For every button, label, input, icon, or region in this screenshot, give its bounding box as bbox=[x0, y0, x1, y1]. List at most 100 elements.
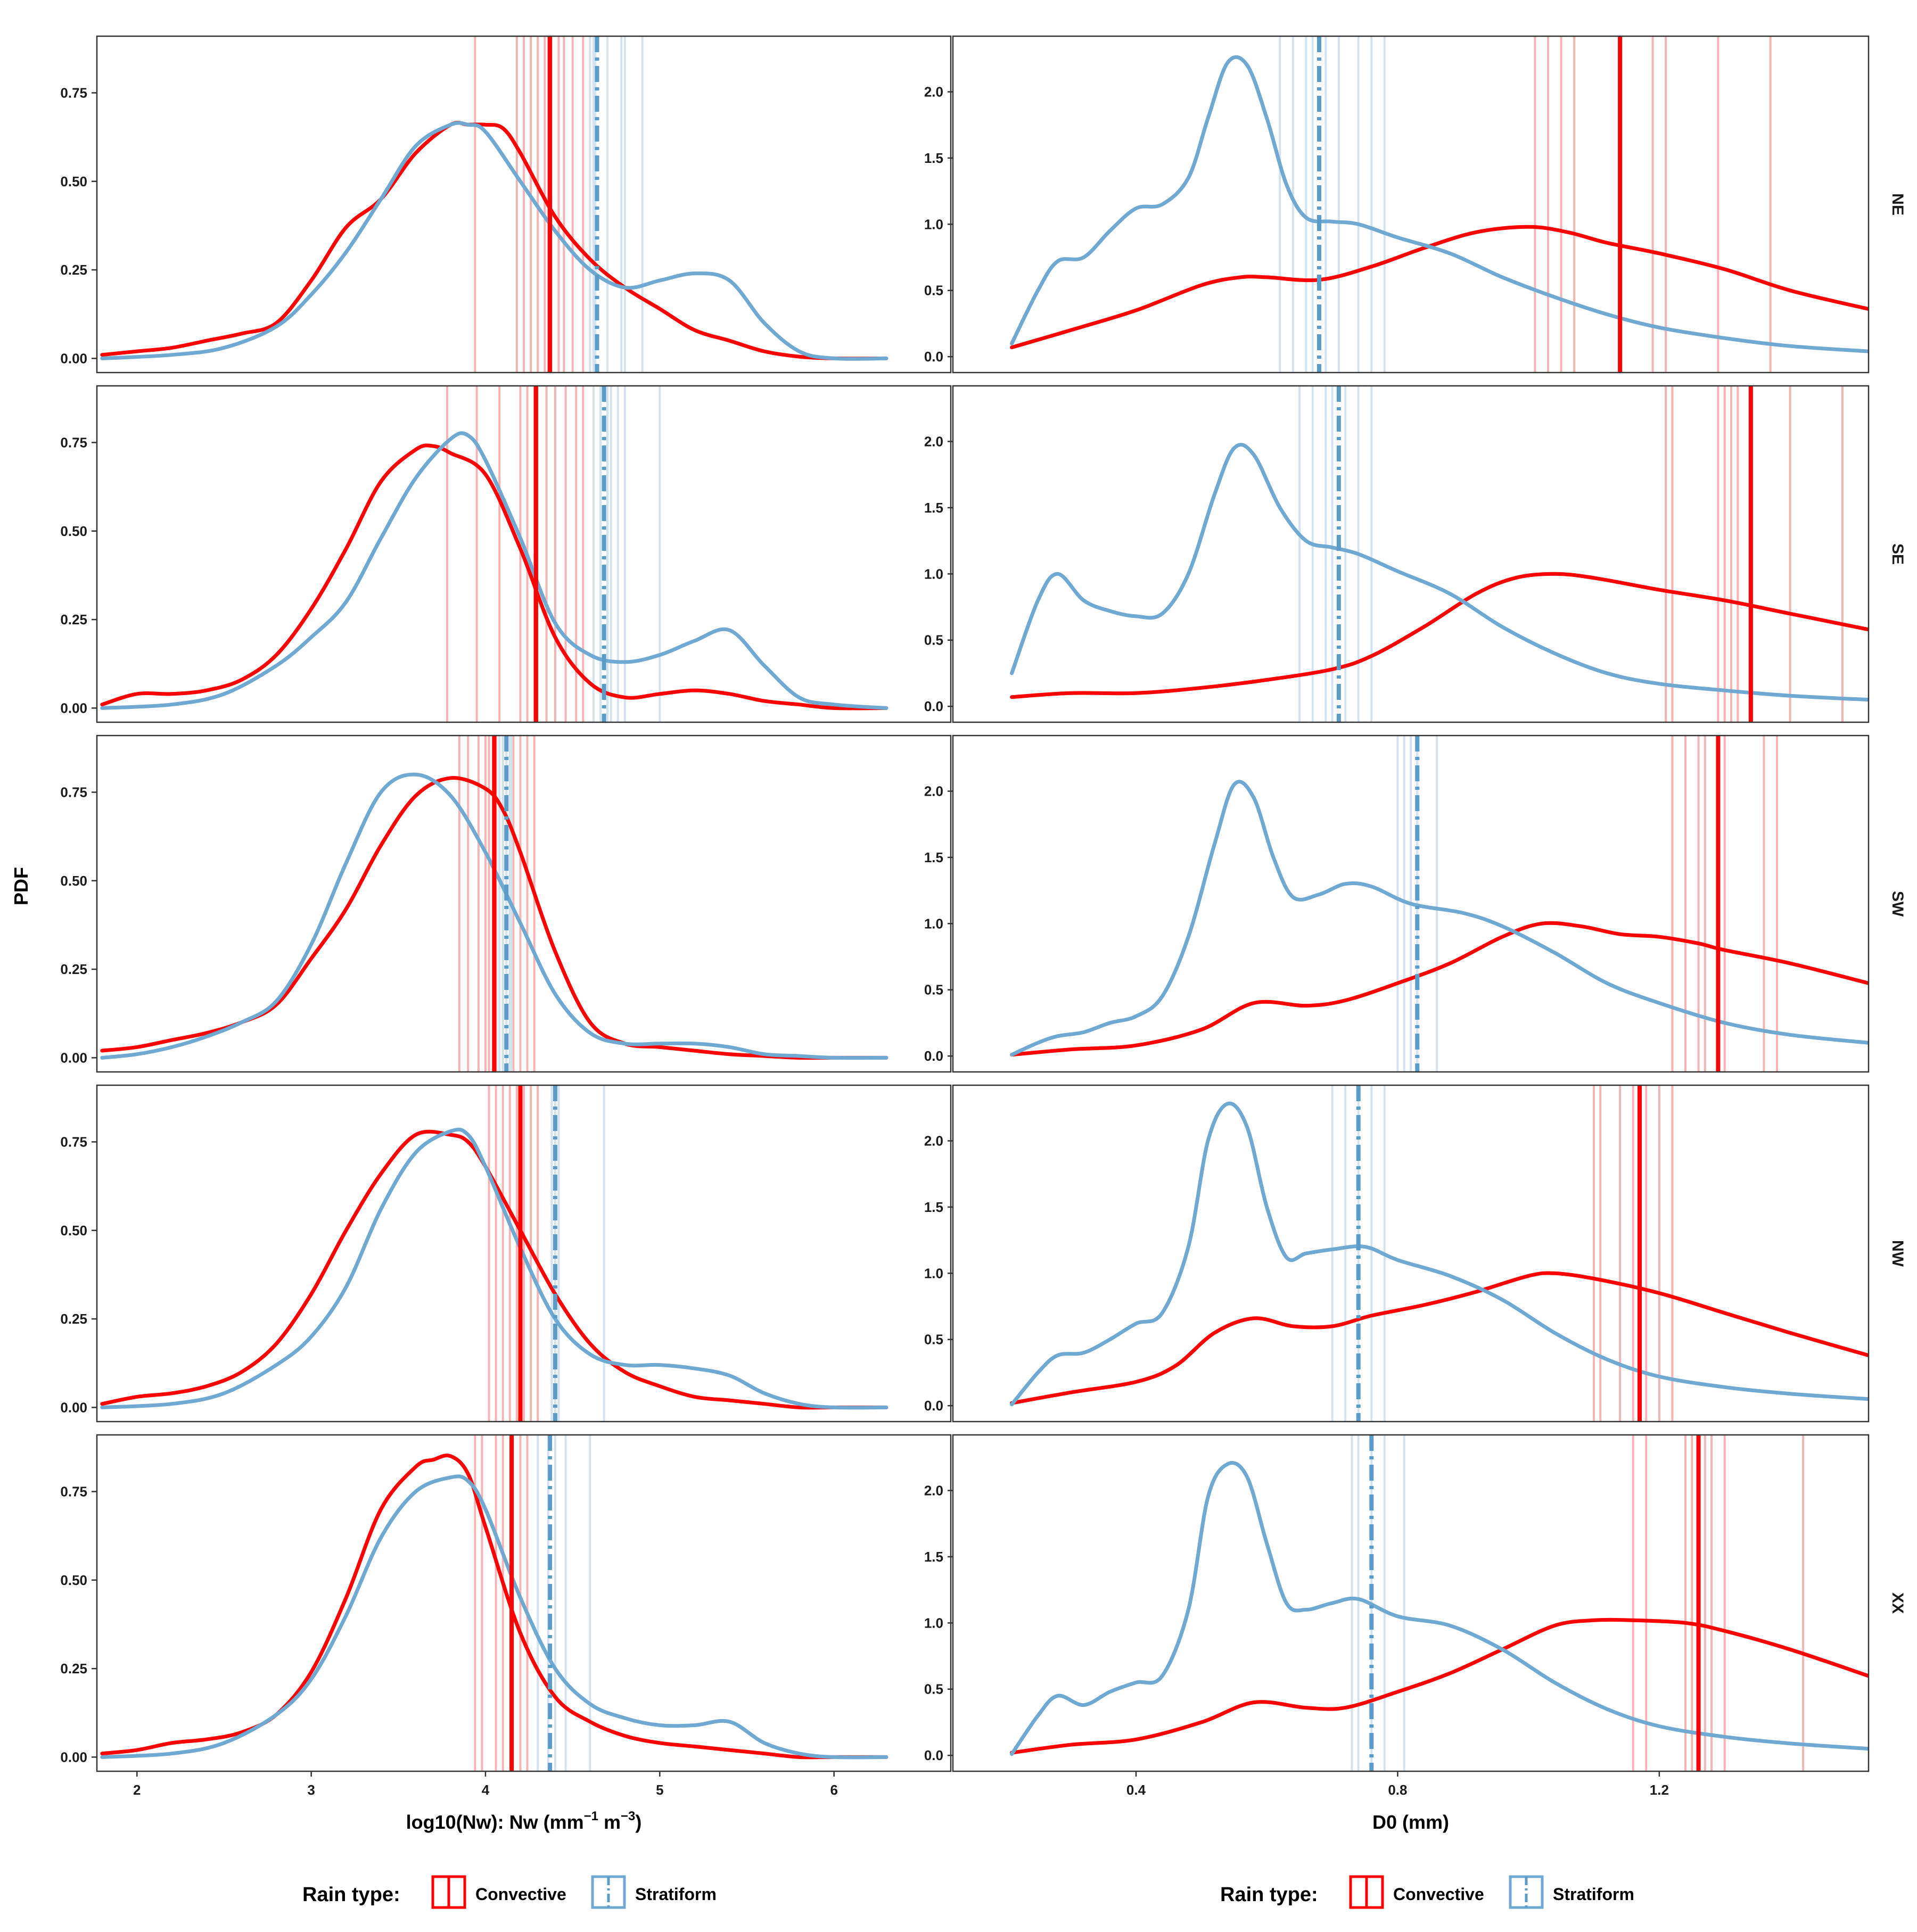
facet-strip-label: NE bbox=[1889, 193, 1906, 216]
x-title-part: m bbox=[598, 1811, 621, 1833]
plot-area-d0-se bbox=[1010, 386, 1869, 722]
x-tick-label: 1.2 bbox=[1650, 1782, 1669, 1798]
legend-label-stratiform: Stratiform bbox=[635, 1885, 717, 1904]
panel-border bbox=[96, 734, 952, 1073]
facet-nw-ne: 0.00 0.25 0.50 0.75 bbox=[60, 35, 952, 374]
panel-border bbox=[96, 35, 952, 374]
plot-area-d0-ne bbox=[1010, 36, 1869, 373]
facet-nw-se: 0.00 0.25 0.50 0.75 bbox=[60, 385, 952, 723]
plot-area-d0-nw bbox=[1010, 1085, 1869, 1422]
y-tick-label: 0.25 bbox=[60, 1311, 87, 1327]
convective-density-curve bbox=[100, 443, 888, 711]
x-title-superscript: −1 bbox=[584, 1809, 598, 1823]
facet-nw-nw: 0.00 0.25 0.50 0.75 bbox=[60, 1084, 952, 1423]
x-tick-label: 2 bbox=[133, 1782, 141, 1798]
y-tick-label: 0.50 bbox=[60, 873, 87, 889]
panel-border bbox=[952, 734, 1870, 1073]
stratiform-density-curve bbox=[100, 772, 888, 1060]
facet-strip-label: SE bbox=[1889, 543, 1906, 565]
y-tick-label: 0.00 bbox=[60, 700, 87, 716]
y-tick-label: 0.5 bbox=[924, 283, 943, 299]
y-tick-label: 1.0 bbox=[924, 1615, 943, 1631]
panel-border bbox=[952, 385, 1870, 723]
facet-nw-xx: 0.00 0.25 0.50 0.75 bbox=[60, 1434, 952, 1772]
x-tick-label: 6 bbox=[830, 1782, 837, 1798]
facet-strip-label: SW bbox=[1889, 891, 1906, 917]
y-tick-label: 0.00 bbox=[60, 350, 87, 366]
panel-border bbox=[952, 1084, 1870, 1423]
y-tick-label: 2.0 bbox=[924, 434, 943, 450]
panels-layer: 0.00 0.25 0.50 0.75 0.00 0.25 0.50 0.75 0.00 0.25… bbox=[60, 35, 1906, 1909]
x-tick-label: 4 bbox=[482, 1782, 490, 1798]
convective-density-curve bbox=[1010, 921, 1869, 1057]
y-tick-label: 2.0 bbox=[924, 1133, 943, 1149]
y-tick-label: 0.25 bbox=[60, 1661, 87, 1677]
legend-label-convective: Convective bbox=[1393, 1885, 1484, 1904]
x-tick-label: 0.4 bbox=[1126, 1782, 1146, 1798]
panel-column-nw: 0.00 0.25 0.50 0.75 0.00 0.25 0.50 0.75 0.00 0.25… bbox=[60, 35, 952, 1909]
y-tick-label: 0.50 bbox=[60, 523, 87, 539]
legend-nw: Rain type: Convective Stratiform bbox=[302, 1875, 717, 1909]
y-tick-label: 0.5 bbox=[924, 982, 943, 998]
x-tick-label: 0.8 bbox=[1388, 1782, 1407, 1798]
y-tick-label: 0.0 bbox=[924, 1398, 943, 1414]
y-tick-label: 0.5 bbox=[924, 1332, 943, 1348]
y-tick-label: 1.5 bbox=[924, 150, 943, 166]
plot-area-d0-sw bbox=[1010, 736, 1869, 1072]
y-tick-label: 0.25 bbox=[60, 961, 87, 977]
y-axis-title: PDF bbox=[10, 867, 32, 905]
y-tick-label: 2.0 bbox=[924, 1483, 943, 1499]
y-tick-label: 0.50 bbox=[60, 174, 87, 189]
y-tick-label: 1.5 bbox=[924, 500, 943, 516]
facet-d0-ne: 0.0 0.5 1.0 1.5 2.0 NE bbox=[924, 35, 1906, 374]
legend-label-stratiform: Stratiform bbox=[1553, 1885, 1634, 1904]
y-tick-label: 0.75 bbox=[60, 1134, 87, 1150]
convective-density-curve bbox=[1010, 572, 1869, 699]
y-tick-label: 1.0 bbox=[924, 216, 943, 232]
stratiform-density-curve bbox=[1010, 780, 1869, 1057]
y-tick-label: 0.75 bbox=[60, 434, 87, 450]
legend-title: Rain type: bbox=[302, 1884, 400, 1906]
panel-border bbox=[96, 1084, 952, 1423]
stratiform-density-curve bbox=[100, 1474, 888, 1760]
convective-density-curve bbox=[100, 120, 888, 361]
panel-column-d0: 0.0 0.5 1.0 1.5 2.0 NE 0.0 0.5 1.0 1.5 2.0 SE 0.0 0.5… bbox=[924, 35, 1906, 1909]
x-axis-title-nw: log10(Nw): Nw (mm−1 m−3) bbox=[406, 1809, 642, 1833]
stratiform-density-curve bbox=[100, 431, 888, 710]
y-tick-label: 0.25 bbox=[60, 262, 87, 278]
facet-nw-sw: 0.00 0.25 0.50 0.75 bbox=[60, 734, 952, 1073]
panel-border bbox=[96, 385, 952, 723]
facet-d0-nw: 0.0 0.5 1.0 1.5 2.0 NW bbox=[924, 1084, 1906, 1423]
panel-border bbox=[952, 1434, 1870, 1772]
y-tick-label: 0.75 bbox=[60, 85, 87, 101]
y-tick-label: 1.0 bbox=[924, 566, 943, 582]
y-tick-label: 0.00 bbox=[60, 1749, 87, 1765]
legend-d0: Rain type: Convective Stratiform bbox=[1220, 1875, 1634, 1909]
y-tick-label: 0.5 bbox=[924, 1681, 943, 1697]
facet-d0-se: 0.0 0.5 1.0 1.5 2.0 SE bbox=[924, 385, 1906, 723]
y-tick-label: 1.5 bbox=[924, 1199, 943, 1215]
x-axis-title-d0: D0 (mm) bbox=[1372, 1811, 1449, 1833]
facet-strip-label: NW bbox=[1889, 1240, 1906, 1267]
y-tick-label: 0.75 bbox=[60, 784, 87, 800]
plot-area-d0-xx bbox=[1010, 1435, 1869, 1771]
facet-d0-sw: 0.0 0.5 1.0 1.5 2.0 SW bbox=[924, 734, 1906, 1073]
convective-density-curve bbox=[1010, 1617, 1869, 1755]
x-title-superscript: −3 bbox=[621, 1809, 635, 1823]
stratiform-density-curve bbox=[1010, 442, 1869, 702]
plot-area-nw-se bbox=[100, 386, 888, 722]
y-tick-label: 2.0 bbox=[924, 84, 943, 100]
stratiform-density-curve bbox=[100, 1127, 888, 1410]
y-tick-label: 2.0 bbox=[924, 783, 943, 799]
y-tick-label: 1.0 bbox=[924, 915, 943, 931]
plot-area-nw-nw bbox=[100, 1085, 888, 1422]
x-title-part: log10(Nw): Nw (mm bbox=[406, 1811, 584, 1833]
y-tick-label: 0.00 bbox=[60, 1050, 87, 1066]
y-tick-label: 1.0 bbox=[924, 1265, 943, 1281]
y-tick-label: 0.50 bbox=[60, 1223, 87, 1239]
y-tick-label: 0.5 bbox=[924, 632, 943, 648]
y-tick-label: 1.5 bbox=[924, 1549, 943, 1565]
plot-area-nw-sw bbox=[100, 736, 888, 1072]
y-tick-label: 1.5 bbox=[924, 849, 943, 865]
